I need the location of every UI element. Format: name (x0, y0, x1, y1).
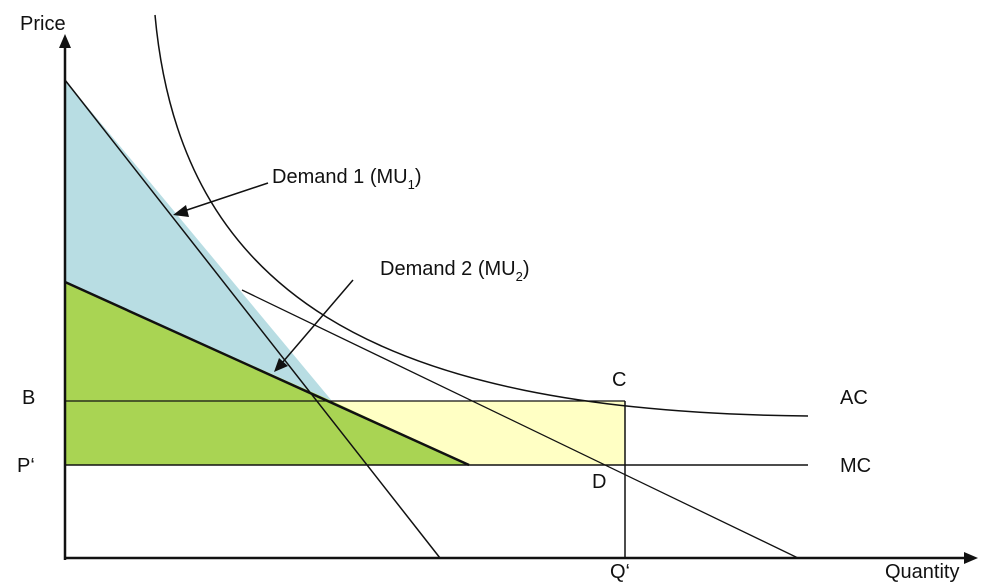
ac-curve (154, 14, 809, 417)
y-axis-label: Price (20, 13, 66, 35)
demand2-label-text: Demand 2 (MU (380, 258, 516, 280)
demand2-curve-upper (64, 280, 470, 467)
price-label-b: B (22, 387, 35, 409)
mr-line (241, 289, 799, 559)
mc-label: MC (840, 455, 871, 477)
price-label-p-prime: P‘ (17, 455, 35, 477)
x-axis-arrow (964, 552, 978, 564)
demand1-callout-arrowhead (173, 205, 189, 217)
demand1-label-text: Demand 1 (MU (272, 166, 408, 188)
demand1-callout-line (183, 182, 269, 212)
quantity-label-q-prime: Q‘ (610, 561, 630, 582)
demand1-curve (64, 79, 441, 559)
demand1-label-close: ) (415, 166, 422, 188)
demand1-label-subscript: 1 (408, 177, 415, 192)
point-label-c: C (612, 369, 626, 391)
ac-label: AC (840, 387, 868, 409)
demand2-label-close: ) (523, 258, 530, 280)
x-axis-label: Quantity (885, 561, 959, 582)
consumer-surplus-demand1-region (65, 80, 332, 401)
demand1-label: Demand 1 (MU1) (272, 166, 422, 192)
axes (59, 34, 978, 564)
point-label-d: D (592, 471, 606, 493)
y-axis-arrow (59, 34, 71, 48)
demand2-callout-line (281, 279, 354, 364)
demand2-label-subscript: 2 (516, 269, 523, 284)
demand2-label: Demand 2 (MU2) (380, 258, 530, 284)
demand2-callout-arrowhead (274, 358, 288, 372)
